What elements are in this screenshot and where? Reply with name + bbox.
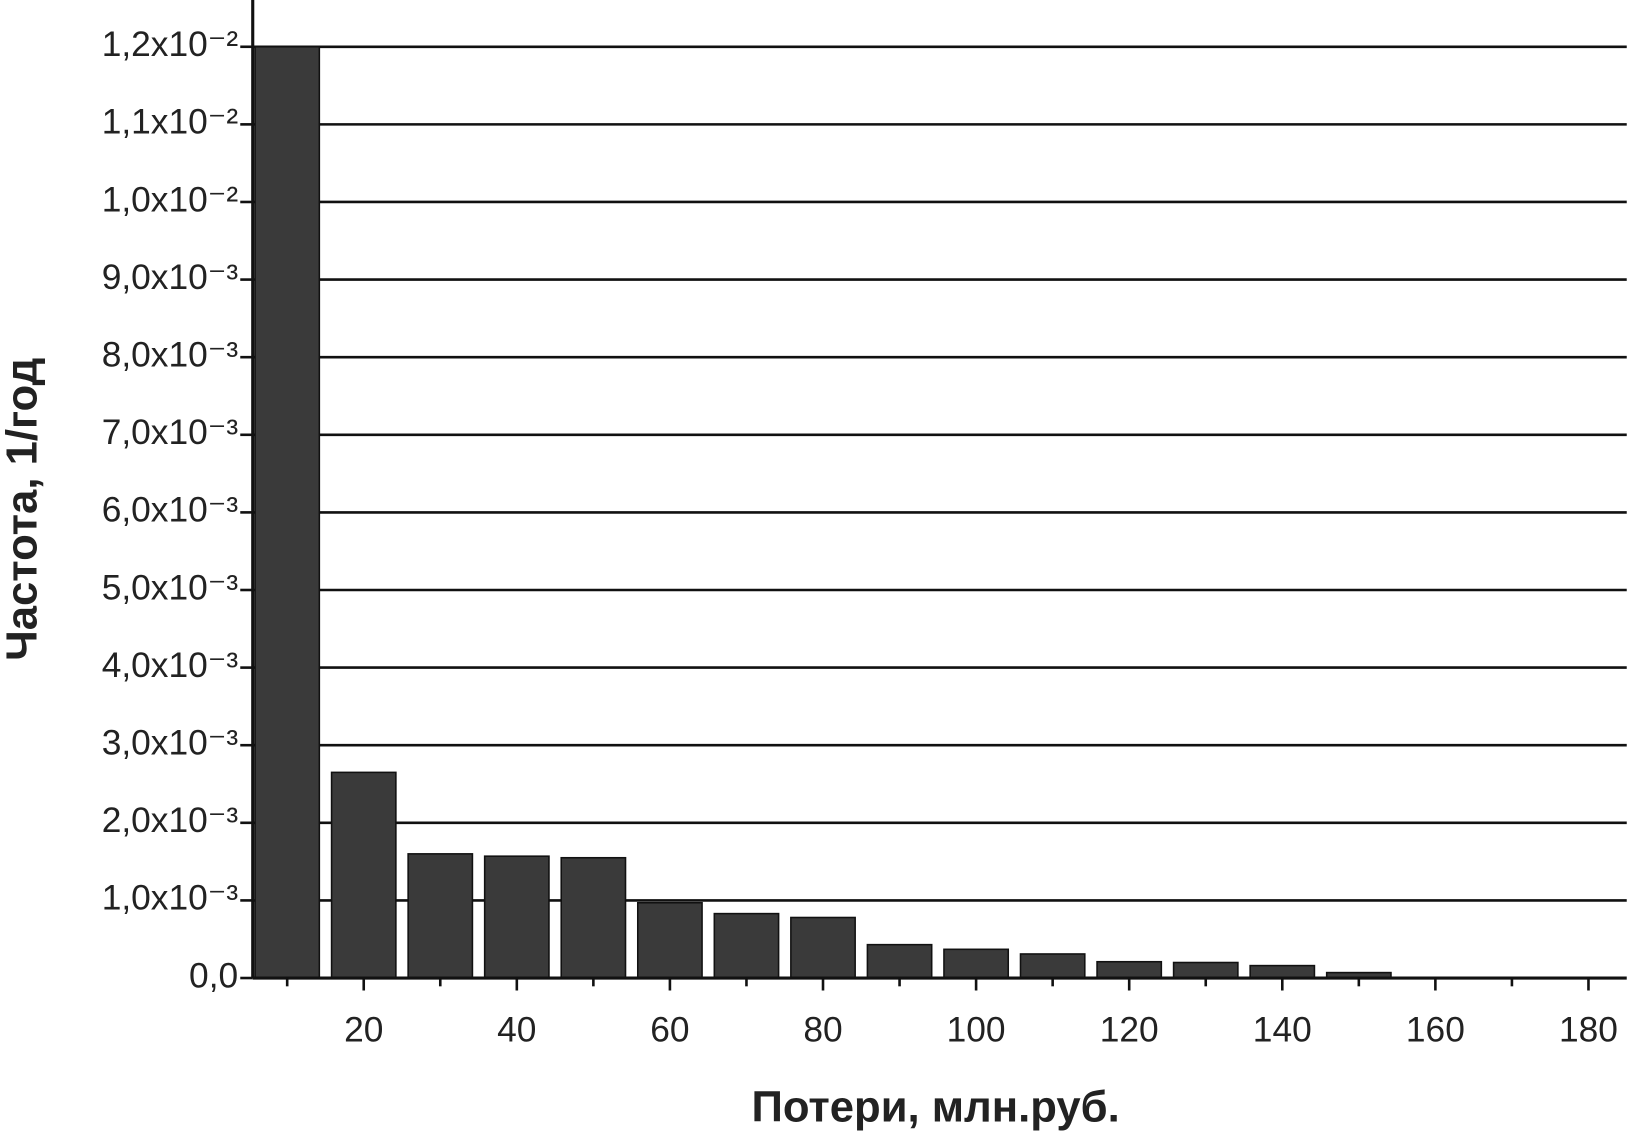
y-tick-label: 5,0x10⁻³ [102,568,239,607]
x-tick-label: 140 [1253,1010,1312,1049]
y-tick-label: 6,0x10⁻³ [102,491,239,530]
y-tick-label: 9,0x10⁻³ [102,258,239,297]
x-tick-label: 20 [344,1010,383,1049]
bar [713,912,780,979]
y-tick-label: 4,0x10⁻³ [102,646,239,685]
bar [1019,953,1086,979]
y-tick-label: 2,0x10⁻³ [102,801,239,840]
x-tick-label: 60 [650,1010,689,1049]
x-tick-label: 120 [1100,1010,1159,1049]
x-tick-label: 100 [947,1010,1006,1049]
y-tick-label: 1,1x10⁻² [102,103,239,142]
bar [407,853,474,979]
x-tick-label: 80 [803,1010,842,1049]
bar [1096,960,1163,979]
bar [483,855,550,979]
bar [866,943,933,979]
bar [1249,964,1316,979]
y-tick-label: 0,0 [189,956,238,995]
bar [790,916,856,979]
bar [1172,961,1239,979]
bar [330,771,397,979]
y-tick-label: 8,0x10⁻³ [102,336,239,375]
y-tick-label: 1,0x10⁻³ [102,879,239,918]
y-tick-label: 3,0x10⁻³ [102,724,239,763]
x-tick-label: 180 [1559,1010,1618,1049]
bar [254,45,321,979]
bar [636,901,703,979]
x-tick-label: 160 [1406,1010,1465,1049]
bar [560,856,627,979]
x-tick-label: 40 [497,1010,536,1049]
bar [943,948,1010,979]
y-tick-label: 1,0x10⁻² [102,180,239,219]
y-tick-label: 7,0x10⁻³ [102,413,239,452]
y-axis-label: Частота, 1/год [0,358,47,661]
x-axis-label: Потери, млн.руб. [751,1083,1119,1132]
y-tick-label: 1,2x10⁻² [102,25,239,64]
